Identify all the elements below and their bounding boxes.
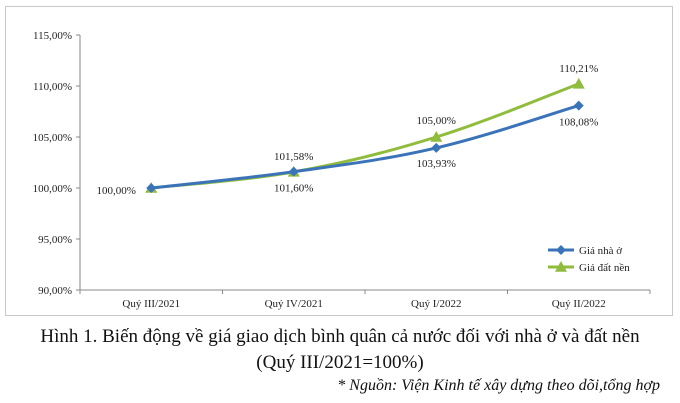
- legend-label: Giá nhà ở: [579, 245, 622, 257]
- legend-marker: [555, 261, 567, 272]
- series-0-marker: [573, 100, 584, 111]
- legend-marker: [556, 245, 566, 255]
- line-chart: 90,00% 95,00% 100,00% 105,00% 110,00% 115,00%…: [33, 30, 651, 310]
- x-tick-label: Quý I/2022: [411, 298, 461, 310]
- legend-label: Giá đất nền: [579, 262, 630, 274]
- series-1-marker: [572, 77, 585, 89]
- y-tick-label: 95,00%: [38, 234, 72, 246]
- y-tick-label: 110,00%: [33, 81, 72, 93]
- x-axis: Quý III/2021 Quý IV/2021 Quý I/2022 Quý II/…: [79, 289, 651, 310]
- series-line-1: [151, 82, 580, 190]
- data-label-house: 108,08%: [559, 117, 598, 129]
- figure-caption-subtitle: (Quý III/2021=100%): [256, 352, 424, 373]
- y-tick-label: 100,00%: [33, 183, 72, 195]
- x-tick-label: Quý III/2021: [122, 298, 180, 310]
- data-label-house: 101,60%: [274, 183, 313, 195]
- series-0-marker: [146, 183, 157, 193]
- x-tick-label: Quý IV/2021: [265, 298, 323, 310]
- y-axis: 90,00% 95,00% 100,00% 105,00% 110,00% 115,00%: [33, 30, 81, 297]
- series-1-marker: [430, 131, 443, 142]
- data-labels: 100,00% 101,60% 103,93% 108,08% 101,58% 105,0…: [97, 63, 599, 197]
- series-0-marker: [431, 142, 442, 153]
- data-label-land: 110,21%: [559, 63, 598, 75]
- series-line-0: [151, 104, 580, 190]
- legend: Giá nhà ở Giá đất nền: [548, 245, 630, 274]
- source-note: * Nguồn: Viện Kinh tế xây dựng theo dõi,…: [337, 377, 660, 394]
- series-layer: [145, 77, 585, 193]
- series-0-marker: [288, 166, 299, 177]
- y-tick-label: 115,00%: [33, 30, 72, 42]
- data-label-land: 105,00%: [417, 115, 456, 127]
- figure-caption: Hình 1. Biến động về giá giao dịch bình …: [40, 326, 640, 347]
- x-tick-label: Quý II/2022: [552, 298, 606, 310]
- data-label-house: 103,93%: [417, 158, 456, 170]
- y-tick-label: 105,00%: [33, 132, 72, 144]
- y-tick-label: 90,00%: [38, 285, 72, 297]
- data-label-house: 100,00%: [97, 185, 136, 197]
- data-label-land: 101,58%: [274, 151, 313, 163]
